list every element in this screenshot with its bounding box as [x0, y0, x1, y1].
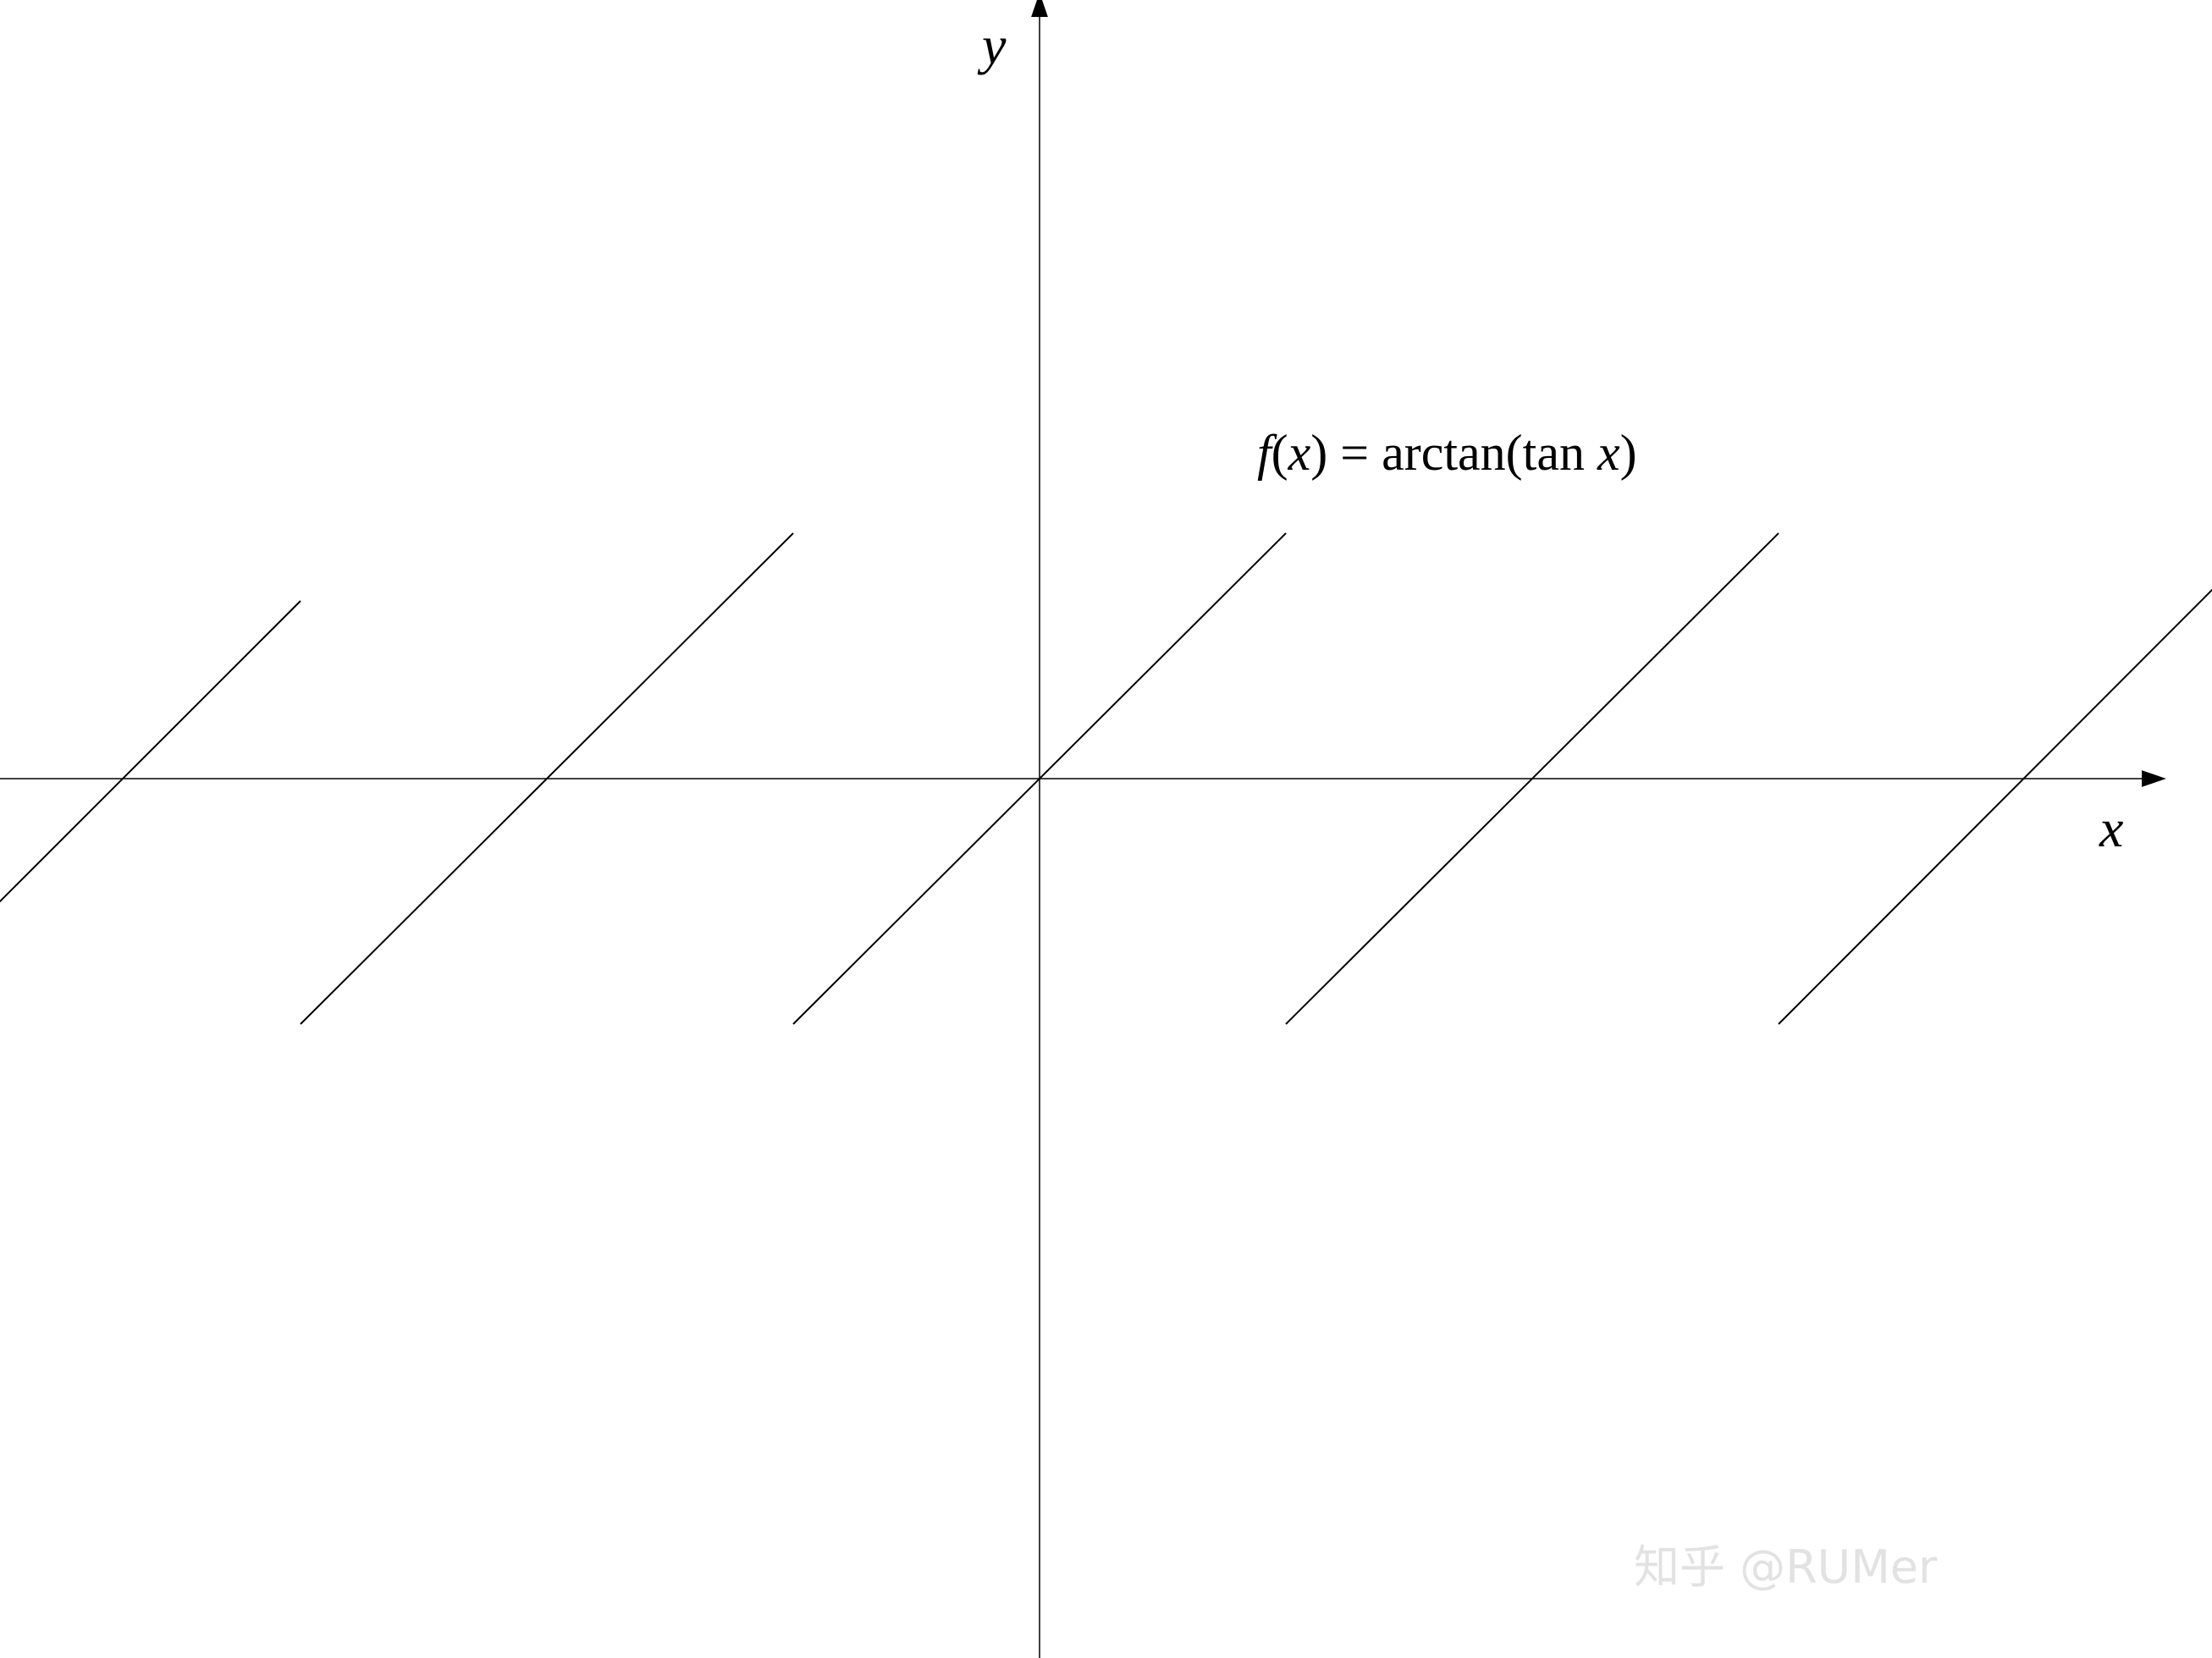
function-label: f(x) = arctan(tan x)	[1257, 425, 1637, 481]
chart-background	[0, 0, 2212, 1658]
watermark-text: 知乎 @RUMer	[1634, 1540, 1938, 1594]
arctan-tan-chart: x y f(x) = arctan(tan x) 知乎 @RUMer	[0, 0, 2212, 1658]
y-axis-label: y	[977, 15, 1007, 75]
x-axis-label: x	[2099, 798, 2123, 858]
chart-container: x y f(x) = arctan(tan x) 知乎 @RUMer	[0, 0, 2212, 1658]
